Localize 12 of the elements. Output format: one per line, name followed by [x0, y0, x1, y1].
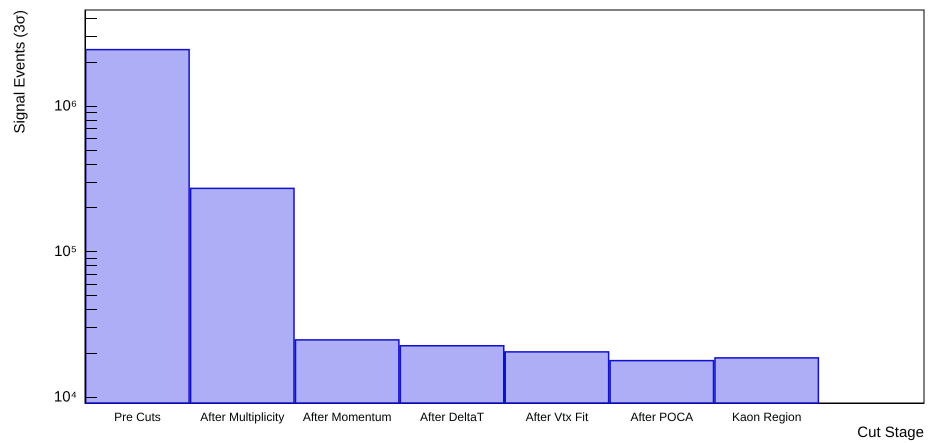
x-tick-label: After Vtx Fit — [526, 410, 589, 424]
x-tick-label: Pre Cuts — [114, 410, 161, 424]
x-tick-label: After DeltaT — [420, 410, 485, 424]
x-tick-label: After POCA — [630, 410, 694, 424]
y-tick-label: 10⁴ — [54, 388, 77, 406]
x-tick-label: After Momentum — [302, 410, 392, 424]
y-axis-title: Signal Events (3σ) — [12, 10, 28, 134]
y-tick-label: 10⁵ — [54, 243, 77, 260]
x-tick-label: Kaon Region — [732, 410, 802, 424]
x-axis-title: Cut Stage — [857, 424, 924, 441]
y-tick-label: 10⁶ — [54, 98, 77, 115]
x-tick-label: After Multiplicity — [200, 410, 284, 424]
